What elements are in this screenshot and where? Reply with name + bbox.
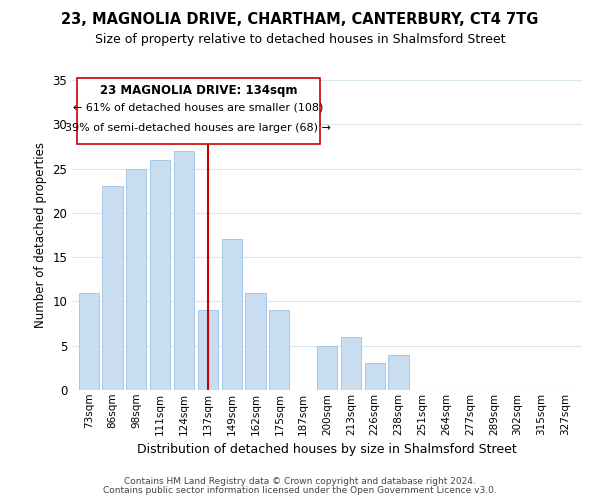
Text: 39% of semi-detached houses are larger (68) →: 39% of semi-detached houses are larger (… bbox=[65, 122, 331, 132]
Text: ← 61% of detached houses are smaller (108): ← 61% of detached houses are smaller (10… bbox=[73, 102, 323, 112]
Text: Size of property relative to detached houses in Shalmsford Street: Size of property relative to detached ho… bbox=[95, 32, 505, 46]
Text: 23, MAGNOLIA DRIVE, CHARTHAM, CANTERBURY, CT4 7TG: 23, MAGNOLIA DRIVE, CHARTHAM, CANTERBURY… bbox=[61, 12, 539, 28]
Bar bbox=[245, 292, 266, 390]
Bar bbox=[317, 346, 337, 390]
Bar bbox=[150, 160, 170, 390]
Bar bbox=[79, 292, 99, 390]
X-axis label: Distribution of detached houses by size in Shalmsford Street: Distribution of detached houses by size … bbox=[137, 443, 517, 456]
Bar bbox=[341, 337, 361, 390]
Bar bbox=[388, 354, 409, 390]
Bar bbox=[269, 310, 289, 390]
Bar bbox=[365, 364, 385, 390]
Bar bbox=[198, 310, 218, 390]
Bar bbox=[126, 168, 146, 390]
Text: Contains public sector information licensed under the Open Government Licence v3: Contains public sector information licen… bbox=[103, 486, 497, 495]
Bar bbox=[103, 186, 122, 390]
Y-axis label: Number of detached properties: Number of detached properties bbox=[34, 142, 47, 328]
Bar bbox=[174, 151, 194, 390]
Bar bbox=[77, 78, 320, 144]
Text: Contains HM Land Registry data © Crown copyright and database right 2024.: Contains HM Land Registry data © Crown c… bbox=[124, 477, 476, 486]
Text: 23 MAGNOLIA DRIVE: 134sqm: 23 MAGNOLIA DRIVE: 134sqm bbox=[100, 84, 297, 98]
Bar bbox=[221, 240, 242, 390]
